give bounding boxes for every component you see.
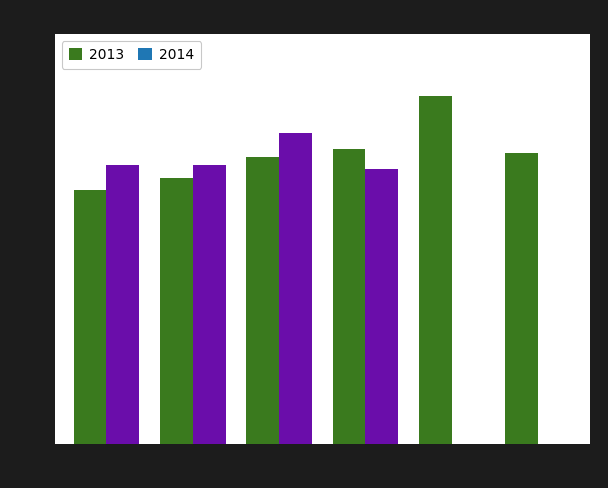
Bar [419, 96, 452, 444]
Bar [505, 153, 538, 444]
Bar [193, 165, 226, 444]
Bar [246, 157, 279, 444]
Legend: 2013, 2014: 2013, 2014 [61, 41, 201, 69]
Bar [279, 133, 312, 444]
Bar [365, 169, 398, 444]
Bar [74, 190, 106, 444]
Bar [333, 149, 365, 444]
Bar [160, 178, 193, 444]
Bar [106, 165, 139, 444]
